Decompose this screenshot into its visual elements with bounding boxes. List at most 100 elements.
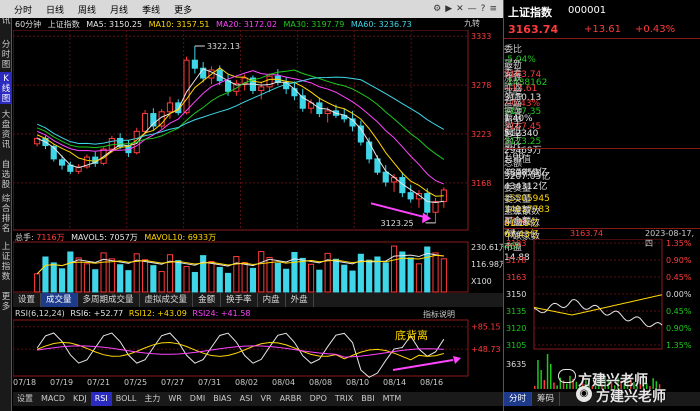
- indicator-tab-dpo[interactable]: DPO: [309, 394, 327, 403]
- left-tab-1[interactable]: 分时图: [1, 40, 11, 70]
- candle-body[interactable]: [258, 86, 265, 91]
- indicator-tab-asi[interactable]: ASI: [239, 394, 253, 403]
- toolbar-tab-4[interactable]: 季线: [142, 5, 161, 16]
- indicator-tab-arbr[interactable]: ARBR: [279, 394, 302, 403]
- candle-body[interactable]: [50, 145, 57, 160]
- candle-body[interactable]: [407, 192, 414, 200]
- mini-left-axis-label: 3178: [506, 256, 526, 265]
- quote-row: 涨跌 +13.61 开盘 3137.35: [504, 71, 700, 117]
- mini-right-axis-label: 1.35%: [666, 341, 692, 350]
- left-tab-2[interactable]: K线图: [0, 72, 12, 104]
- toolbar-tab-3[interactable]: 月线: [110, 5, 129, 16]
- candle-body[interactable]: [382, 171, 389, 183]
- candle-body[interactable]: [424, 193, 431, 213]
- toolbar-tab-1[interactable]: 日线: [46, 5, 65, 16]
- menu-icon[interactable]: ≡: [489, 4, 497, 14]
- minimize-icon[interactable]: —: [467, 4, 477, 14]
- volume-bar: [150, 265, 157, 293]
- volume-tab-7[interactable]: 外盘: [286, 293, 314, 307]
- quote-label: 最新: [504, 59, 523, 70]
- ma-line-9: [36, 70, 445, 185]
- volume-bar: [183, 266, 190, 293]
- quote-label: 量比: [504, 141, 523, 152]
- mini-volume-bar: [562, 380, 565, 389]
- candle-body[interactable]: [415, 193, 423, 200]
- indicator-tab-dmi[interactable]: DMI: [189, 394, 206, 403]
- indicator-tab-macd[interactable]: MACD: [41, 394, 65, 403]
- volume-tab-5[interactable]: 换手率: [221, 293, 258, 307]
- candle-body[interactable]: [224, 80, 232, 92]
- quote-value: 3150.13: [504, 92, 542, 103]
- left-tab-4[interactable]: 自选股: [1, 160, 11, 190]
- mini-volume-bar: [575, 381, 578, 389]
- volume-tab-4[interactable]: 金额: [193, 293, 222, 307]
- indicator-tab-wr[interactable]: WR: [168, 394, 182, 403]
- candle-body[interactable]: [117, 137, 124, 147]
- candle-body[interactable]: [58, 159, 66, 166]
- volume-tab-3[interactable]: 虚拟成交量: [140, 293, 194, 307]
- candle-body[interactable]: [75, 166, 82, 172]
- quote-value: 3167.45: [504, 122, 542, 133]
- ma30-value: MA30: 3197.79: [283, 20, 345, 29]
- settings-icon[interactable]: ⚙: [433, 4, 442, 14]
- indicator-tab-boll[interactable]: BOLL: [115, 394, 137, 403]
- indicator-tab-主力[interactable]: 主力: [144, 394, 161, 403]
- indicator-tab-trix[interactable]: TRIX: [334, 394, 354, 403]
- toutiao-logo-icon: ◉: [576, 386, 592, 402]
- candle-body[interactable]: [141, 113, 149, 132]
- volume-tab-2[interactable]: 多周期成交量: [78, 293, 140, 307]
- candle-body[interactable]: [183, 59, 190, 114]
- play-icon[interactable]: ▶: [445, 4, 453, 14]
- volume-tab-6[interactable]: 内盘: [258, 293, 286, 307]
- indicator-tab-vr[interactable]: VR: [260, 394, 272, 403]
- indicator-tab-rsi[interactable]: RSI: [90, 392, 112, 406]
- indicator-help-link[interactable]: 指标说明: [423, 310, 455, 319]
- quote-label: 委差: [504, 68, 523, 78]
- help-icon[interactable]: ?: [480, 4, 486, 14]
- indicator-tab-设置[interactable]: 设置: [17, 394, 33, 403]
- toolbar-icons: ⚙ ▶ ✕ —? ≡: [429, 4, 503, 14]
- volume-bar: [399, 251, 406, 293]
- main-chart[interactable]: 3333 3278 3223 3168 3322.13 3123.25 230.61万 116…: [13, 30, 503, 411]
- mini-volume-bar: [534, 386, 536, 389]
- candle-body[interactable]: [366, 141, 373, 160]
- candle-body[interactable]: [399, 177, 406, 194]
- indicator-tab-bbi[interactable]: BBI: [361, 394, 375, 403]
- ma-line-14: [36, 69, 445, 160]
- toolbar-tab-0[interactable]: 分时: [14, 5, 33, 16]
- indicator-tab-kdj[interactable]: KDJ: [72, 394, 87, 403]
- mini-label: 现价: [508, 230, 524, 239]
- volume-tab-1[interactable]: 成交量: [41, 293, 78, 307]
- jiuzhuan-label[interactable]: 九转: [464, 19, 480, 28]
- candle-body[interactable]: [175, 102, 182, 114]
- candle-body[interactable]: [299, 95, 306, 109]
- candle-body[interactable]: [266, 75, 273, 88]
- left-tab-6[interactable]: 上证指数: [1, 242, 11, 282]
- candle-body[interactable]: [191, 59, 198, 69]
- candle-body[interactable]: [83, 156, 91, 168]
- panel-tab-1[interactable]: 筹码: [532, 392, 561, 406]
- volume-tab-0[interactable]: 设置: [13, 293, 42, 307]
- intraday-mini-chart[interactable]: 3193 1.35% 3178 0.90% 3163 0.45% 3150 0.00% 3135…: [504, 239, 700, 391]
- volume-bar: [191, 271, 198, 293]
- left-tab-7[interactable]: 更多: [1, 292, 11, 312]
- candle-body[interactable]: [374, 158, 381, 173]
- indicator-tab-bias[interactable]: BIAS: [213, 394, 232, 403]
- candle-body[interactable]: [150, 113, 157, 127]
- candle-body[interactable]: [166, 102, 174, 113]
- date-tick: 07/25: [124, 378, 148, 387]
- candle-body[interactable]: [324, 110, 331, 115]
- candle-body[interactable]: [291, 88, 298, 97]
- volume-value: 7116万: [36, 233, 65, 242]
- candle-body[interactable]: [108, 137, 115, 150]
- left-tab-5[interactable]: 综合排名: [1, 194, 11, 234]
- candle-body[interactable]: [432, 201, 439, 213]
- panel-tab-0[interactable]: 分时: [504, 392, 533, 406]
- toolbar-tab-2[interactable]: 周线: [78, 5, 97, 16]
- close-icon[interactable]: ✕: [456, 4, 464, 14]
- candle-body[interactable]: [233, 82, 240, 92]
- chart-info-line: 60分钟 上证指数 MA5: 3150.25 MA10: 3157.51 MA2…: [15, 19, 503, 30]
- left-tab-3[interactable]: 大盘资讯: [1, 110, 11, 150]
- indicator-tab-mtm[interactable]: MTM: [382, 394, 402, 403]
- toolbar-tab-5[interactable]: 更多: [174, 5, 193, 16]
